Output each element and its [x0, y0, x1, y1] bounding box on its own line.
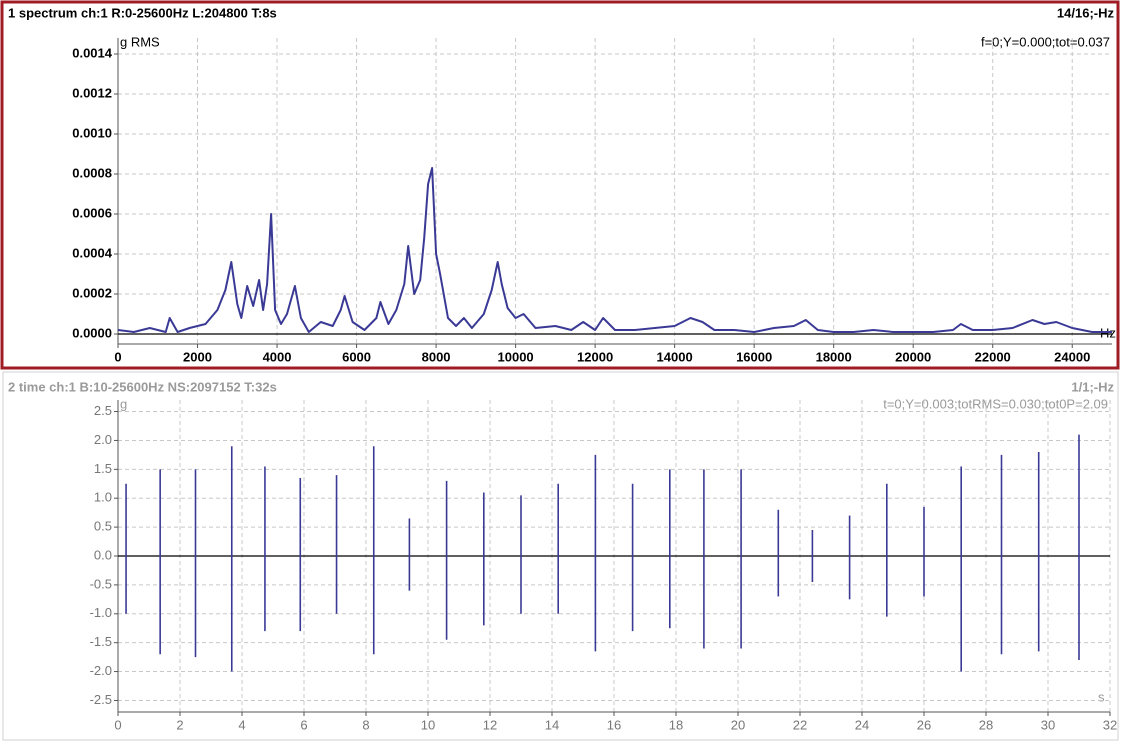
y-tick-label: 0.0006: [72, 205, 112, 220]
x-tick-label: 0: [114, 717, 121, 732]
x-tick-label: 14: [545, 717, 559, 732]
y-tick-label: -0.5: [90, 576, 112, 591]
y-tick-label: 0.0008: [72, 165, 112, 180]
y-tick-label: 0.0010: [72, 125, 112, 140]
y-tick-label: -1.5: [90, 634, 112, 649]
x-tick-label: 10000: [498, 349, 534, 364]
y-tick-label: 0.0004: [72, 245, 113, 260]
x-unit: s: [1098, 689, 1105, 704]
x-tick-label: 0: [114, 349, 121, 364]
y-tick-label: 0.0000: [72, 325, 112, 340]
y-tick-label: 0.0014: [72, 45, 113, 60]
x-tick-label: 16: [607, 717, 621, 732]
y-tick-label: 0.5: [94, 519, 112, 534]
y-unit: g RMS: [120, 34, 160, 49]
y-tick-label: 2.5: [94, 403, 112, 418]
x-tick-label: 20: [731, 717, 745, 732]
y-tick-label: -2.5: [90, 692, 112, 707]
panel-border: [2, 371, 1119, 741]
y-tick-label: 0.0: [94, 547, 112, 562]
cursor-readout: t=0;Y=0.003;totRMS=0.030;tot0P=2.09: [883, 396, 1108, 411]
x-tick-label: 16000: [736, 349, 772, 364]
active-panel-border: [0, 0, 1120, 370]
x-tick-label: 30: [1041, 717, 1055, 732]
x-tick-label: 18: [669, 717, 683, 732]
x-tick-label: 24000: [1054, 349, 1090, 364]
x-tick-label: 8: [362, 717, 369, 732]
x-tick-label: 18000: [816, 349, 852, 364]
panel-status: 14/16;-Hz: [1057, 5, 1115, 20]
x-tick-label: 12000: [577, 349, 613, 364]
y-tick-label: 0.0002: [72, 285, 112, 300]
x-tick-label: 10: [421, 717, 435, 732]
x-tick-label: 12: [483, 717, 497, 732]
y-tick-label: 1.5: [94, 461, 112, 476]
y-unit: g: [120, 396, 127, 411]
x-tick-label: 32: [1103, 717, 1117, 732]
panel-title: 2 time ch:1 B:10-25600Hz NS:2097152 T:32…: [8, 379, 277, 394]
x-tick-label: 20000: [895, 349, 931, 364]
x-tick-label: 28: [979, 717, 993, 732]
x-tick-label: 14000: [657, 349, 693, 364]
x-tick-label: 6000: [342, 349, 371, 364]
spectrum-line: [117, 167, 1112, 333]
x-tick-label: 8000: [422, 349, 451, 364]
x-tick-label: 6: [300, 717, 307, 732]
panel-title: 1 spectrum ch:1 R:0-25600Hz L:204800 T:8…: [8, 5, 277, 20]
y-tick-label: -1.0: [90, 605, 112, 620]
cursor-readout: f=0;Y=0.000;tot=0.037: [981, 34, 1110, 49]
x-tick-label: 4: [238, 717, 245, 732]
x-tick-label: 2000: [183, 349, 212, 364]
x-tick-label: 26: [917, 717, 931, 732]
y-tick-label: 2.0: [94, 432, 112, 447]
y-tick-label: 0.0012: [72, 85, 112, 100]
y-tick-label: 1.0: [94, 490, 112, 505]
x-tick-label: 2: [176, 717, 183, 732]
panel-status: 1/1;-Hz: [1071, 379, 1114, 394]
x-tick-label: 24: [855, 717, 869, 732]
y-tick-label: -2.0: [90, 663, 112, 678]
x-tick-label: 4000: [263, 349, 292, 364]
x-tick-label: 22000: [975, 349, 1011, 364]
x-tick-label: 22: [793, 717, 807, 732]
